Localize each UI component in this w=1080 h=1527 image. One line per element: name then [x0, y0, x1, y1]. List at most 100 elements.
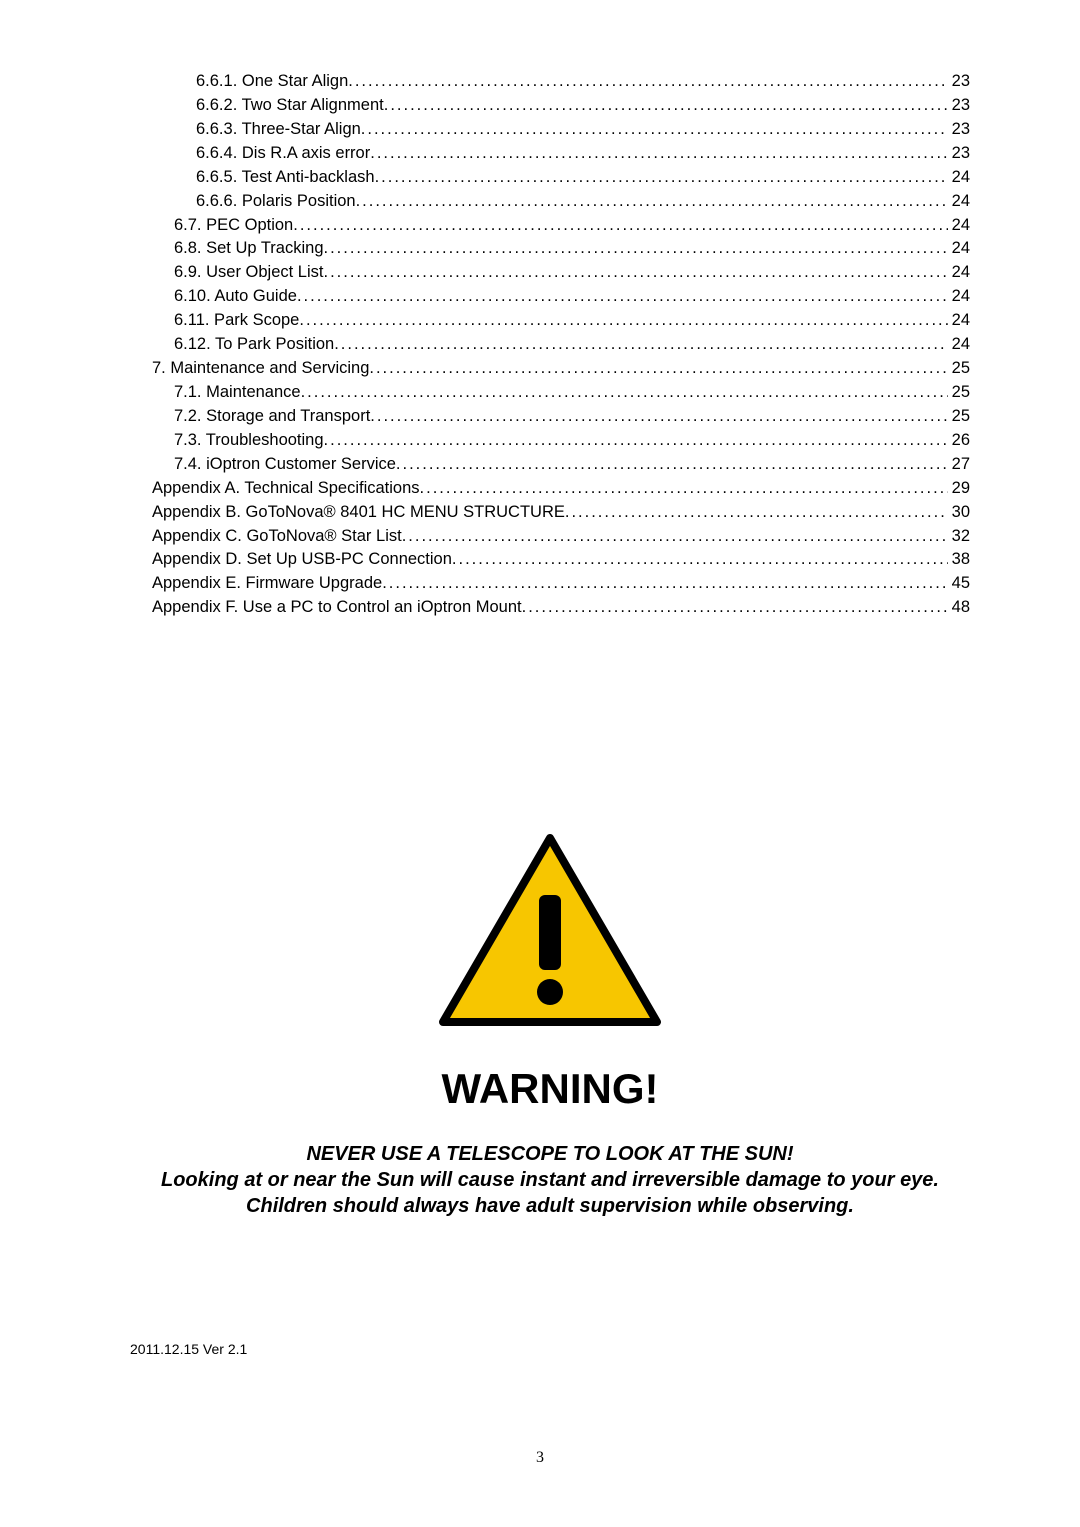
toc-label: 7.4. iOptron Customer Service	[174, 453, 396, 477]
toc-dots	[565, 501, 948, 525]
toc-page: 23	[948, 118, 970, 142]
warning-line-1: NEVER USE A TELESCOPE TO LOOK AT THE SUN…	[130, 1141, 970, 1167]
warning-triangle-icon	[435, 830, 665, 1035]
toc-page: 29	[948, 477, 970, 501]
warning-line-2: Looking at or near the Sun will cause in…	[130, 1167, 970, 1193]
toc-label: 6.6.6. Polaris Position	[196, 190, 356, 214]
toc-label: 6.6.2. Two Star Alignment	[196, 94, 384, 118]
toc-dots	[297, 285, 948, 309]
toc-page: 24	[948, 237, 970, 261]
toc-row: 6.6.3. Three-Star Align 23	[130, 118, 970, 142]
toc-page: 24	[948, 333, 970, 357]
toc-page: 32	[948, 525, 970, 549]
toc-row: 6.6.2. Two Star Alignment 23	[130, 94, 970, 118]
toc-label: Appendix E. Firmware Upgrade	[152, 572, 382, 596]
page: 6.6.1. One Star Align 236.6.2. Two Star …	[0, 0, 1080, 1527]
toc-row: 7.4. iOptron Customer Service 27	[130, 453, 970, 477]
toc-row: 6.6.6. Polaris Position 24	[130, 190, 970, 214]
toc-dots	[301, 381, 948, 405]
toc-dots	[356, 190, 948, 214]
warning-line-3: Children should always have adult superv…	[130, 1193, 970, 1219]
toc-page: 24	[948, 214, 970, 238]
toc-label: Appendix D. Set Up USB-PC Connection	[152, 548, 452, 572]
toc-row: 6.9. User Object List 24	[130, 261, 970, 285]
toc-row: 6.10. Auto Guide 24	[130, 285, 970, 309]
toc-page: 24	[948, 166, 970, 190]
toc-page: 48	[948, 596, 970, 620]
toc-page: 45	[948, 572, 970, 596]
toc-label: 7. Maintenance and Servicing	[152, 357, 369, 381]
toc-row: 7.2. Storage and Transport 25	[130, 405, 970, 429]
warning-block: WARNING! NEVER USE A TELESCOPE TO LOOK A…	[130, 830, 970, 1219]
toc-label: 7.3. Troubleshooting	[174, 429, 324, 453]
toc-page: 25	[948, 357, 970, 381]
toc-dots	[334, 333, 947, 357]
toc-label: 6.7. PEC Option	[174, 214, 293, 238]
toc-dots	[293, 214, 947, 238]
toc-row: 6.11. Park Scope 24	[130, 309, 970, 333]
toc-page: 24	[948, 261, 970, 285]
toc-page: 27	[948, 453, 970, 477]
toc-label: Appendix B. GoToNova® 8401 HC MENU STRUC…	[152, 501, 565, 525]
toc-page: 24	[948, 190, 970, 214]
toc-row: 7.3. Troubleshooting 26	[130, 429, 970, 453]
page-number: 3	[0, 1449, 1080, 1467]
toc-label: 6.6.3. Three-Star Align	[196, 118, 361, 142]
toc-row: Appendix B. GoToNova® 8401 HC MENU STRUC…	[130, 501, 970, 525]
toc-label: 6.12. To Park Position	[174, 333, 334, 357]
warning-title: WARNING!	[130, 1065, 970, 1113]
warning-body: NEVER USE A TELESCOPE TO LOOK AT THE SUN…	[130, 1141, 970, 1219]
toc-label: 6.6.4. Dis R.A axis error	[196, 142, 370, 166]
toc-label: 7.1. Maintenance	[174, 381, 301, 405]
toc-label: 6.10. Auto Guide	[174, 285, 297, 309]
toc-page: 23	[948, 94, 970, 118]
toc-page: 25	[948, 381, 970, 405]
toc-dots	[452, 548, 948, 572]
toc-row: Appendix A. Technical Specifications 29	[130, 477, 970, 501]
toc-dots	[369, 357, 947, 381]
toc-dots	[522, 596, 948, 620]
toc-row: 7.1. Maintenance 25	[130, 381, 970, 405]
toc-page: 24	[948, 285, 970, 309]
toc-label: 6.11. Park Scope	[174, 309, 299, 333]
toc-row: 6.6.1. One Star Align 23	[130, 70, 970, 94]
table-of-contents: 6.6.1. One Star Align 236.6.2. Two Star …	[130, 70, 970, 620]
toc-row: 6.6.5. Test Anti-backlash 24	[130, 166, 970, 190]
toc-dots	[324, 429, 948, 453]
toc-row: 6.7. PEC Option 24	[130, 214, 970, 238]
toc-label: 6.6.1. One Star Align	[196, 70, 348, 94]
toc-page: 30	[948, 501, 970, 525]
toc-label: Appendix F. Use a PC to Control an iOptr…	[152, 596, 522, 620]
toc-dots	[370, 142, 947, 166]
toc-page: 23	[948, 142, 970, 166]
toc-page: 25	[948, 405, 970, 429]
toc-page: 23	[948, 70, 970, 94]
toc-dots	[324, 237, 948, 261]
toc-label: 7.2. Storage and Transport	[174, 405, 370, 429]
toc-dots	[348, 70, 947, 94]
toc-page: 26	[948, 429, 970, 453]
toc-dots	[375, 166, 948, 190]
toc-dots	[370, 405, 947, 429]
toc-row: 6.12. To Park Position 24	[130, 333, 970, 357]
toc-row: Appendix C. GoToNova® Star List 32	[130, 525, 970, 549]
toc-dots	[396, 453, 948, 477]
toc-label: Appendix C. GoToNova® Star List	[152, 525, 402, 549]
toc-dots	[299, 309, 947, 333]
toc-row: 7. Maintenance and Servicing 25	[130, 357, 970, 381]
toc-dots	[384, 94, 948, 118]
toc-page: 24	[948, 309, 970, 333]
version-text: 2011.12.15 Ver 2.1	[130, 1341, 247, 1357]
toc-page: 38	[948, 548, 970, 572]
toc-dots	[402, 525, 948, 549]
toc-dots	[361, 118, 948, 142]
toc-label: 6.6.5. Test Anti-backlash	[196, 166, 375, 190]
toc-dots	[382, 572, 947, 596]
toc-row: Appendix E. Firmware Upgrade 45	[130, 572, 970, 596]
toc-row: 6.8. Set Up Tracking 24	[130, 237, 970, 261]
toc-label: Appendix A. Technical Specifications	[152, 477, 420, 501]
toc-row: Appendix D. Set Up USB-PC Connection 38	[130, 548, 970, 572]
toc-label: 6.9. User Object List	[174, 261, 323, 285]
toc-dots	[323, 261, 947, 285]
toc-dots	[420, 477, 948, 501]
